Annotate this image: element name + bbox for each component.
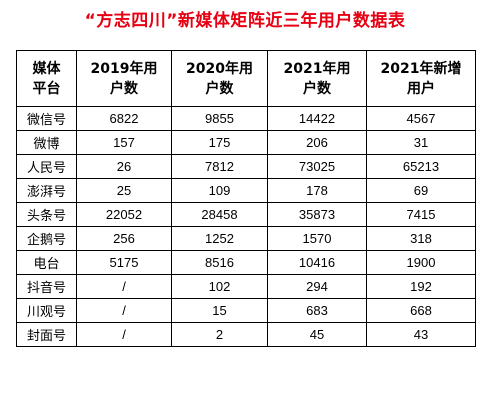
value-cell: / xyxy=(76,274,172,299)
value-cell: 1252 xyxy=(171,226,268,251)
value-cell: 43 xyxy=(366,322,476,347)
table-row: 封面号/2 45 43 xyxy=(16,322,476,347)
value-cell: 178 xyxy=(267,178,367,203)
table-row: 川观号/15 683 668 xyxy=(16,298,476,323)
table-row: 微信号 6822 9855 14422 4567 xyxy=(16,106,476,131)
column-header: 媒体 平台 xyxy=(16,50,77,107)
column-header-line: 2021年新增 xyxy=(380,60,462,77)
value-cell: 35873 xyxy=(267,202,367,227)
column-header: 2020年用 户数 xyxy=(171,50,268,107)
table-row: 澎湃号 25 109 178 69 xyxy=(16,178,476,203)
table-row: 抖音号/102 294 192 xyxy=(16,274,476,299)
value-cell: 73025 xyxy=(267,154,367,179)
value-cell: 102 xyxy=(171,274,268,299)
column-header-line: 户数 xyxy=(110,80,138,97)
value-cell: 10416 xyxy=(267,250,367,275)
table-row: 电台 5175 8516 10416 1900 xyxy=(16,250,476,275)
value-cell: 28458 xyxy=(171,202,268,227)
value-cell: 668 xyxy=(366,298,476,323)
value-cell: / xyxy=(76,298,172,323)
value-cell: 4567 xyxy=(366,106,476,131)
column-header-line: 2019年用 xyxy=(90,60,158,77)
value-cell: 45 xyxy=(267,322,367,347)
value-cell: 318 xyxy=(366,226,476,251)
data-table: 媒体 平台 2019年用 户数 2020年用 户数 2021年用 户数 2021年新增 用户 微信… xyxy=(16,50,476,347)
column-header: 2021年用 户数 xyxy=(267,50,367,107)
value-cell: 1570 xyxy=(267,226,367,251)
value-cell: / xyxy=(76,322,172,347)
column-header-line: 2021年用 xyxy=(283,60,351,77)
table-row: 人民号 26 7812 73025 65213 xyxy=(16,154,476,179)
table-row: 微博 157 175 206 31 xyxy=(16,130,476,155)
value-cell: 1900 xyxy=(366,250,476,275)
value-cell: 256 xyxy=(76,226,172,251)
column-header-line: 户数 xyxy=(205,80,234,97)
column-header-line: 户数 xyxy=(303,80,331,97)
value-cell: 683 xyxy=(267,298,367,323)
column-header: 2021年新增 用户 xyxy=(366,50,476,107)
value-cell: 2 xyxy=(171,322,268,347)
value-cell: 175 xyxy=(171,130,268,155)
column-header-line: 平台 xyxy=(32,80,61,97)
value-cell: 7415 xyxy=(366,202,476,227)
value-cell: 157 xyxy=(76,130,172,155)
platform-cell: 澎湃号 xyxy=(16,178,77,203)
table-body: 微信号 6822 9855 14422 4567 微博 157 175 206 31 人民号 26 78… xyxy=(16,106,476,347)
value-cell: 31 xyxy=(366,130,476,155)
value-cell: 5175 xyxy=(76,250,172,275)
value-cell: 109 xyxy=(171,178,268,203)
column-header-line: 媒体 xyxy=(32,60,61,77)
value-cell: 69 xyxy=(366,178,476,203)
platform-cell: 人民号 xyxy=(16,154,77,179)
platform-cell: 企鹅号 xyxy=(16,226,77,251)
platform-cell: 电台 xyxy=(16,250,77,275)
value-cell: 294 xyxy=(267,274,367,299)
header-row: 媒体 平台 2019年用 户数 2020年用 户数 2021年用 户数 2021年新增 用户 xyxy=(16,50,476,107)
platform-cell: 封面号 xyxy=(16,322,77,347)
value-cell: 192 xyxy=(366,274,476,299)
platform-cell: 川观号 xyxy=(16,298,77,323)
value-cell: 15 xyxy=(171,298,268,323)
value-cell: 206 xyxy=(267,130,367,155)
platform-cell: 抖音号 xyxy=(16,274,77,299)
value-cell: 8516 xyxy=(171,250,268,275)
column-header: 2019年用 户数 xyxy=(76,50,172,107)
value-cell: 14422 xyxy=(267,106,367,131)
page-title: “方志四川”新媒体矩阵近三年用户数据表 xyxy=(84,11,406,31)
table-row: 企鹅号 256 1252 1570 318 xyxy=(16,226,476,251)
column-header-line: 用户 xyxy=(407,80,435,97)
value-cell: 25 xyxy=(76,178,172,203)
value-cell: 6822 xyxy=(76,106,172,131)
table-row: 头条号 22052 28458 35873 7415 xyxy=(16,202,476,227)
platform-cell: 微信号 xyxy=(16,106,77,131)
value-cell: 9855 xyxy=(171,106,268,131)
value-cell: 22052 xyxy=(76,202,172,227)
column-header-line: 2020年用 xyxy=(186,60,253,77)
value-cell: 7812 xyxy=(171,154,268,179)
platform-cell: 微博 xyxy=(16,130,77,155)
value-cell: 65213 xyxy=(366,154,476,179)
value-cell: 26 xyxy=(76,154,172,179)
platform-cell: 头条号 xyxy=(16,202,77,227)
